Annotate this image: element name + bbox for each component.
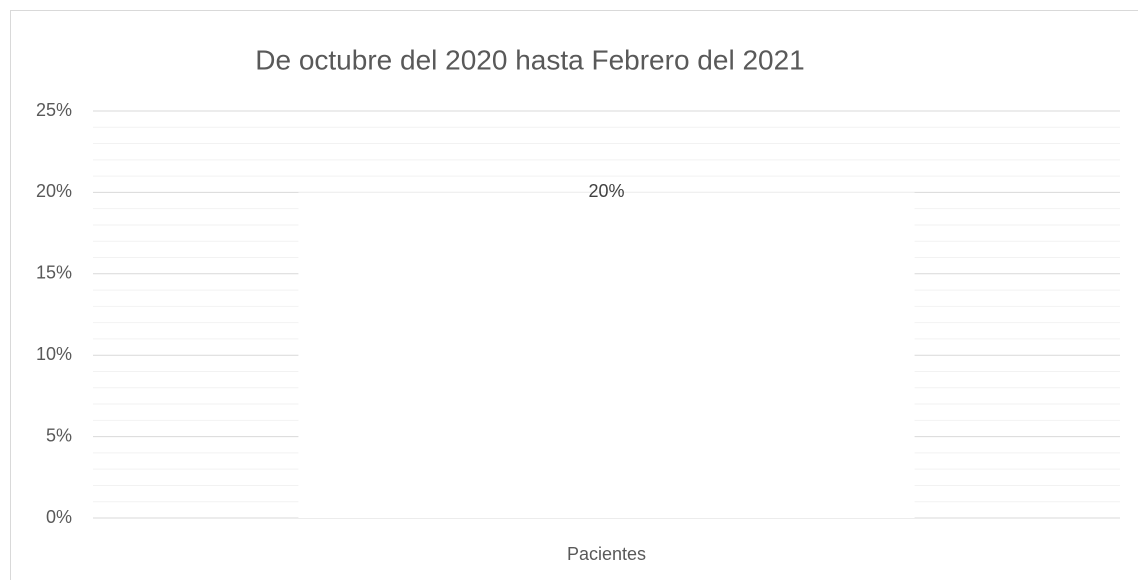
y-tick-label: 10% [36, 344, 72, 364]
y-tick-label: 0% [46, 507, 72, 527]
y-tick-label: 20% [36, 181, 72, 201]
bar [298, 192, 915, 518]
x-tick-label: Pacientes [567, 544, 646, 564]
y-tick-label: 15% [36, 263, 72, 283]
data-label: 20% [588, 181, 624, 201]
y-tick-label: 25% [36, 100, 72, 120]
y-tick-label: 5% [46, 425, 72, 445]
chart-title: De octubre del 2020 hasta Febrero del 20… [255, 44, 805, 75]
